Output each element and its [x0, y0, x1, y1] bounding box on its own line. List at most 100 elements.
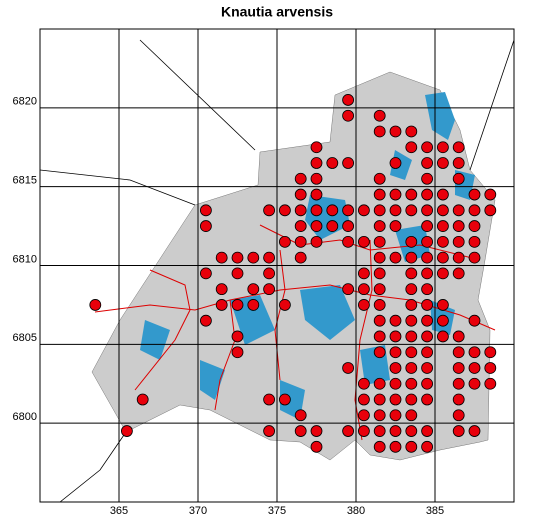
occurrence-dot — [310, 157, 323, 169]
occurrence-dot — [294, 172, 307, 185]
occurrence-dot — [373, 188, 386, 201]
occurrence-dot — [468, 377, 481, 390]
occurrence-dot — [405, 346, 418, 359]
occurrence-dot — [373, 267, 386, 280]
occurrence-dot — [326, 220, 339, 232]
occurrence-dot — [421, 283, 434, 296]
occurrence-dot — [484, 346, 497, 359]
occurrence-dot — [452, 330, 465, 343]
occurrence-dot — [468, 251, 481, 264]
occurrence-dot — [421, 235, 434, 248]
occurrence-dot — [326, 204, 339, 217]
occurrence-dot — [452, 220, 465, 232]
occurrence-dot — [452, 409, 465, 422]
occurrence-dot — [421, 346, 434, 359]
occurrence-dot — [468, 204, 481, 217]
occurrence-dot — [357, 267, 370, 280]
occurrence-dot — [373, 125, 386, 138]
occurrence-dot — [263, 283, 276, 296]
occurrence-dot — [357, 377, 370, 390]
occurrence-dot — [405, 362, 418, 374]
occurrence-dot — [136, 393, 149, 406]
occurrence-dot — [373, 346, 386, 359]
occurrence-dot — [421, 204, 434, 217]
occurrence-dot — [405, 141, 418, 154]
occurrence-dot — [342, 362, 355, 374]
occurrence-dot — [421, 393, 434, 406]
occurrence-dot — [421, 188, 434, 201]
occurrence-dot — [231, 267, 244, 280]
occurrence-dot — [452, 362, 465, 374]
occurrence-dot — [373, 330, 386, 343]
occurrence-dot — [294, 220, 307, 232]
occurrence-dot — [357, 283, 370, 296]
occurrence-dot — [310, 172, 323, 185]
map-title: Knautia arvensis — [221, 4, 333, 20]
x-tick-label: 370 — [189, 505, 207, 517]
occurrence-dot — [389, 440, 402, 453]
occurrence-dot — [421, 330, 434, 343]
occurrence-dot — [342, 204, 355, 217]
occurrence-dot — [373, 235, 386, 248]
occurrence-dot — [373, 425, 386, 437]
occurrence-dot — [199, 267, 212, 280]
occurrence-dot — [89, 299, 102, 311]
occurrence-dot — [421, 377, 434, 390]
occurrence-dot — [452, 267, 465, 280]
occurrence-dot — [231, 299, 244, 311]
occurrence-dot — [468, 362, 481, 374]
y-tick-label: 6800 — [13, 411, 37, 423]
occurrence-dot — [342, 109, 355, 122]
occurrence-dot — [278, 393, 291, 406]
occurrence-dot — [468, 314, 481, 327]
occurrence-dot — [310, 188, 323, 201]
occurrence-dot — [342, 94, 355, 106]
occurrence-dot — [357, 393, 370, 406]
y-tick-label: 6810 — [13, 253, 37, 265]
occurrence-dot — [421, 157, 434, 169]
occurrence-dot — [373, 393, 386, 406]
occurrence-dot — [357, 204, 370, 217]
occurrence-dot — [199, 220, 212, 232]
occurrence-dot — [421, 314, 434, 327]
occurrence-dot — [405, 267, 418, 280]
occurrence-dot — [247, 283, 260, 296]
occurrence-dot — [278, 299, 291, 311]
occurrence-dot — [452, 204, 465, 217]
occurrence-dot — [215, 251, 228, 264]
occurrence-dot — [263, 393, 276, 406]
occurrence-dot — [484, 204, 497, 217]
occurrence-dot — [452, 172, 465, 185]
occurrence-dot — [468, 235, 481, 248]
occurrence-dot — [294, 251, 307, 264]
occurrence-dot — [436, 330, 449, 343]
occurrence-dot — [389, 425, 402, 437]
occurrence-dot — [342, 157, 355, 169]
y-tick-label: 6805 — [13, 332, 37, 344]
occurrence-dot — [405, 425, 418, 437]
occurrence-dot — [373, 409, 386, 422]
occurrence-dot — [421, 299, 434, 311]
occurrence-dot — [389, 314, 402, 327]
occurrence-dot — [310, 235, 323, 248]
occurrence-dot — [452, 235, 465, 248]
y-tick-label: 6820 — [13, 96, 37, 108]
occurrence-dot — [294, 235, 307, 248]
occurrence-dot — [389, 362, 402, 374]
occurrence-dot — [405, 283, 418, 296]
occurrence-dot — [436, 314, 449, 327]
occurrence-dot — [436, 141, 449, 154]
occurrence-dot — [199, 204, 212, 217]
occurrence-dot — [373, 299, 386, 311]
occurrence-dot — [389, 188, 402, 201]
occurrence-dot — [231, 330, 244, 343]
occurrence-dot — [278, 235, 291, 248]
occurrence-dot — [405, 299, 418, 311]
occurrence-dot — [373, 283, 386, 296]
occurrence-dot — [405, 251, 418, 264]
occurrence-dot — [373, 377, 386, 390]
occurrence-dot — [421, 251, 434, 264]
occurrence-dot — [421, 172, 434, 185]
occurrence-dot — [405, 377, 418, 390]
